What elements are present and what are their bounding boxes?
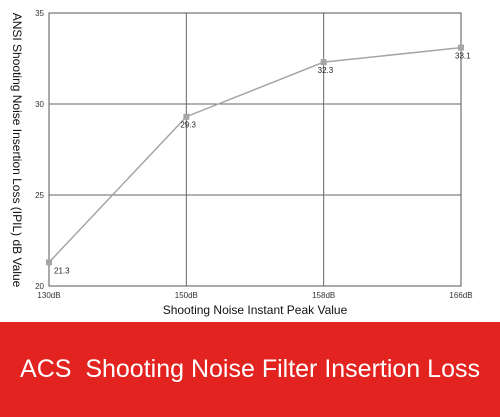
x-tick-label: 150dB	[175, 291, 198, 300]
data-series	[46, 44, 464, 266]
x-tick-labels: 130dB 150dB 158dB 166dB	[37, 291, 472, 300]
grid-lines	[49, 13, 461, 286]
x-axis-title: Shooting Noise Instant Peak Value	[163, 303, 348, 317]
data-point-marker	[458, 44, 464, 51]
plot-frame	[48, 12, 462, 287]
data-point-marker	[183, 113, 190, 120]
x-tick-label: 130dB	[37, 291, 60, 300]
data-point-marker	[320, 59, 327, 66]
data-labels: 21.3 29.3 32.3 33.1	[54, 52, 471, 276]
data-label: 32.3	[318, 66, 334, 75]
data-point-marker	[46, 259, 52, 266]
y-tick-labels: 20 25 30 35	[35, 9, 44, 291]
y-tick-label: 35	[35, 9, 44, 18]
chart-title: ACS Shooting Noise Filter Insertion Loss	[20, 355, 480, 383]
y-axis-title: ANSI Shooting Noise Insertion Loss (IPIL…	[10, 13, 24, 288]
x-tick-label: 158dB	[312, 291, 335, 300]
data-label: 29.3	[180, 121, 196, 130]
data-label: 33.1	[455, 52, 471, 61]
chart-area: 20 25 30 35 130dB 150dB 158dB 166dB 21.3 29.3 32…	[10, 9, 473, 317]
data-label: 21.3	[54, 266, 70, 275]
x-tick-label: 166dB	[449, 291, 472, 300]
y-tick-label: 30	[35, 100, 44, 109]
title-banner: ACS Shooting Noise Filter Insertion Loss	[0, 322, 500, 417]
line-chart: 20 25 30 35 130dB 150dB 158dB 166dB 21.3 29.3 32…	[10, 9, 473, 317]
series-line	[48, 46, 462, 263]
y-tick-label: 20	[35, 282, 44, 291]
y-tick-label: 25	[35, 191, 44, 200]
